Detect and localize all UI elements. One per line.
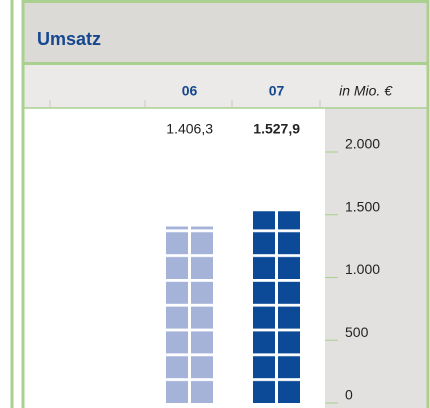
value-label: 1.406,3	[166, 121, 213, 137]
y-tick-label: 500	[345, 324, 369, 340]
value-label: 1.527,9	[253, 121, 300, 137]
bar	[253, 211, 300, 403]
x-tick-label: 06	[182, 83, 198, 99]
y-tick-label: 1.500	[345, 198, 380, 214]
frame	[21, 0, 430, 408]
header-ticks	[49, 100, 321, 108]
axis-panel	[325, 108, 428, 408]
x-tick-label: 07	[269, 83, 285, 99]
header	[23, 1, 428, 63]
y-tick-label: 2.000	[345, 136, 380, 152]
chart-title: Umsatz	[37, 29, 101, 49]
column-header	[23, 64, 428, 108]
y-tick-label: 0	[345, 387, 353, 403]
bar	[166, 226, 213, 403]
unit-label: in Mio. €	[339, 83, 393, 99]
y-tick-label: 1.000	[345, 261, 380, 277]
